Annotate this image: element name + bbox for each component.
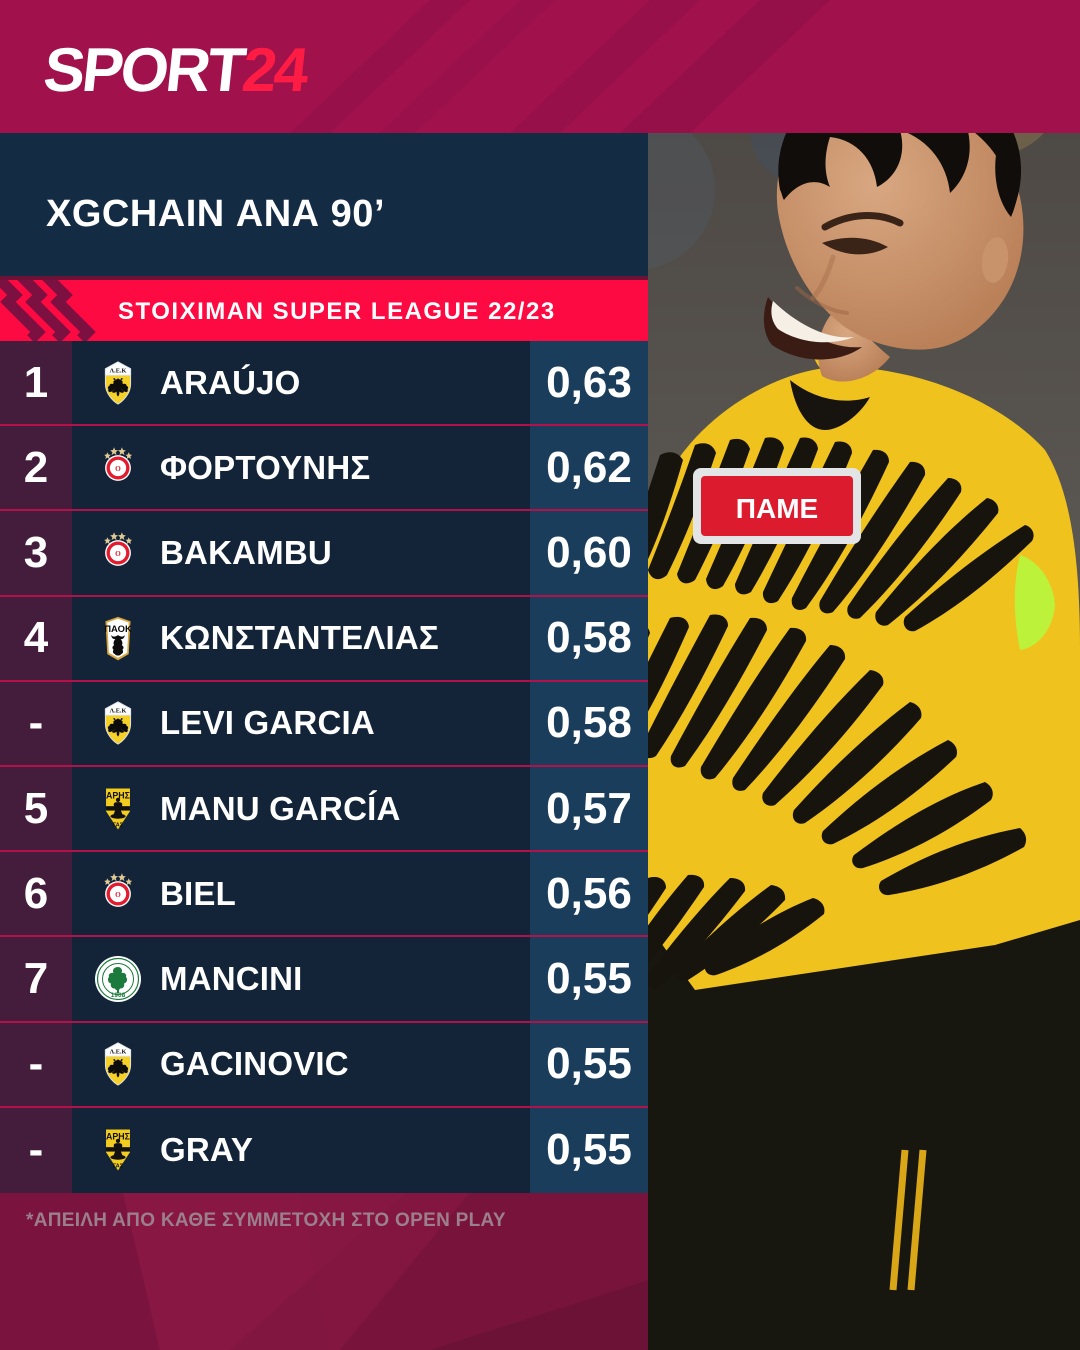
- svg-text:ΠΑΜΕ: ΠΑΜΕ: [736, 493, 818, 524]
